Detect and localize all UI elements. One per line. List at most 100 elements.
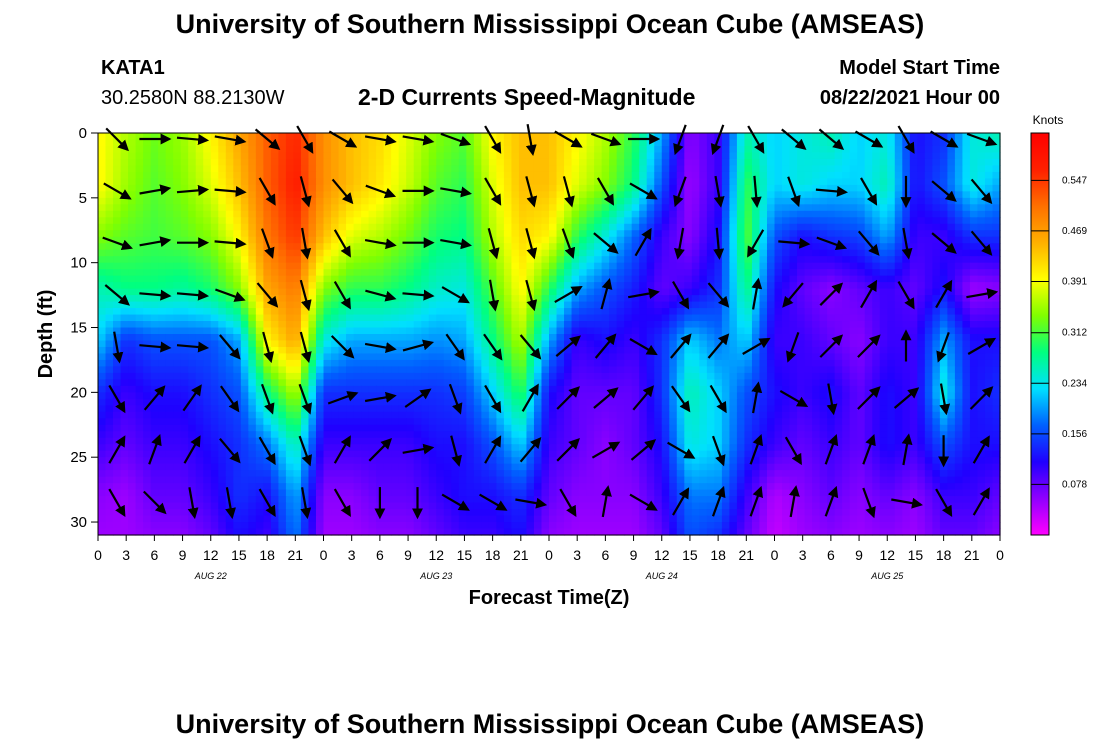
heat-cell — [240, 385, 249, 393]
heat-cell — [669, 321, 678, 329]
heat-cell — [714, 308, 723, 316]
heat-cell — [398, 204, 407, 212]
heat-cell — [834, 165, 843, 173]
heat-cell — [759, 230, 768, 238]
heat-cell — [954, 217, 964, 225]
heat-cell — [338, 301, 347, 309]
heat-cell — [887, 243, 896, 251]
heat-cell — [812, 269, 821, 277]
heat-cell — [143, 398, 152, 406]
heat-cell — [391, 152, 400, 160]
heat-cell — [150, 308, 159, 316]
heat-cell — [842, 145, 851, 154]
heat-cell — [248, 314, 257, 322]
heat-cell — [797, 334, 806, 342]
heat-cell — [240, 223, 249, 231]
heat-cell — [338, 308, 347, 316]
heat-cell — [766, 256, 776, 264]
heat-cell — [165, 321, 174, 329]
heat-cell — [909, 379, 918, 387]
heat-cell — [353, 171, 362, 179]
heat-cell — [278, 282, 287, 290]
heat-cell — [879, 334, 888, 342]
heat-cell — [736, 340, 746, 348]
heat-cell — [248, 145, 257, 154]
heat-cell — [376, 262, 385, 270]
heat-cell — [458, 372, 467, 380]
heat-cell — [721, 171, 730, 179]
heat-cell — [879, 178, 888, 186]
heat-cell — [533, 372, 543, 380]
heat-cell — [857, 133, 866, 141]
heat-cell — [646, 256, 655, 264]
heat-cell — [315, 308, 325, 316]
heat-cell — [729, 321, 738, 329]
heat-cell — [315, 197, 325, 205]
heat-cell — [481, 197, 490, 205]
heat-cell — [864, 171, 873, 179]
heat-cell — [98, 243, 107, 251]
heat-cell — [353, 184, 362, 192]
heat-cell — [669, 139, 678, 147]
heat-cell — [406, 321, 415, 329]
heat-cell — [932, 197, 941, 205]
heat-cell — [661, 372, 670, 380]
heat-cell — [98, 366, 107, 374]
heat-cell — [789, 269, 798, 277]
heat-cell — [661, 275, 670, 283]
heat-cell — [398, 282, 407, 290]
heat-cell — [263, 178, 272, 186]
heat-cell — [473, 282, 482, 290]
heat-cell — [165, 282, 174, 290]
heat-cell — [135, 392, 144, 400]
heat-cell — [428, 158, 437, 167]
heat-cell — [368, 327, 377, 335]
heat-cell — [233, 223, 242, 231]
heat-cell — [240, 398, 249, 406]
heat-cell — [864, 346, 873, 355]
heat-cell — [473, 308, 482, 316]
heat-cell — [331, 346, 340, 355]
heat-cell — [353, 372, 362, 380]
heat-cell — [180, 301, 189, 309]
heat-cell — [616, 158, 625, 167]
heat-cell — [406, 301, 415, 309]
heat-cell — [887, 282, 896, 290]
heat-cell — [804, 372, 813, 380]
heat-cell — [293, 359, 302, 368]
heat-cell — [376, 249, 385, 257]
heat-cell — [601, 327, 610, 335]
heat-cell — [240, 165, 249, 173]
heat-cell — [774, 158, 783, 167]
heat-cell — [173, 158, 182, 167]
heat-cell — [233, 275, 242, 283]
heat-cell — [503, 158, 513, 167]
heat-cell — [909, 334, 918, 342]
heat-cell — [984, 372, 994, 380]
heat-cell — [406, 243, 415, 251]
heat-cell — [789, 210, 798, 218]
heat-cell — [729, 152, 738, 160]
heat-cell — [406, 152, 415, 160]
heat-cell — [210, 178, 219, 186]
heat-cell — [684, 249, 693, 257]
heat-cell — [361, 165, 370, 173]
heat-cell — [180, 204, 189, 212]
heat-cell — [488, 353, 497, 361]
heat-cell — [361, 379, 370, 387]
heat-cell — [714, 334, 723, 342]
heat-cell — [210, 197, 219, 205]
heat-cell — [308, 171, 317, 179]
heat-cell — [496, 165, 505, 173]
heat-cell — [158, 308, 167, 316]
heat-cell — [473, 184, 482, 192]
heat-cell — [143, 372, 152, 380]
heat-cell — [736, 249, 746, 257]
heat-cell — [947, 379, 956, 387]
heat-cell — [128, 379, 137, 387]
heat-cell — [188, 262, 197, 270]
heat-cell — [488, 372, 497, 380]
heat-cell — [579, 191, 588, 199]
heat-cell — [549, 275, 558, 283]
heat-cell — [932, 243, 941, 251]
